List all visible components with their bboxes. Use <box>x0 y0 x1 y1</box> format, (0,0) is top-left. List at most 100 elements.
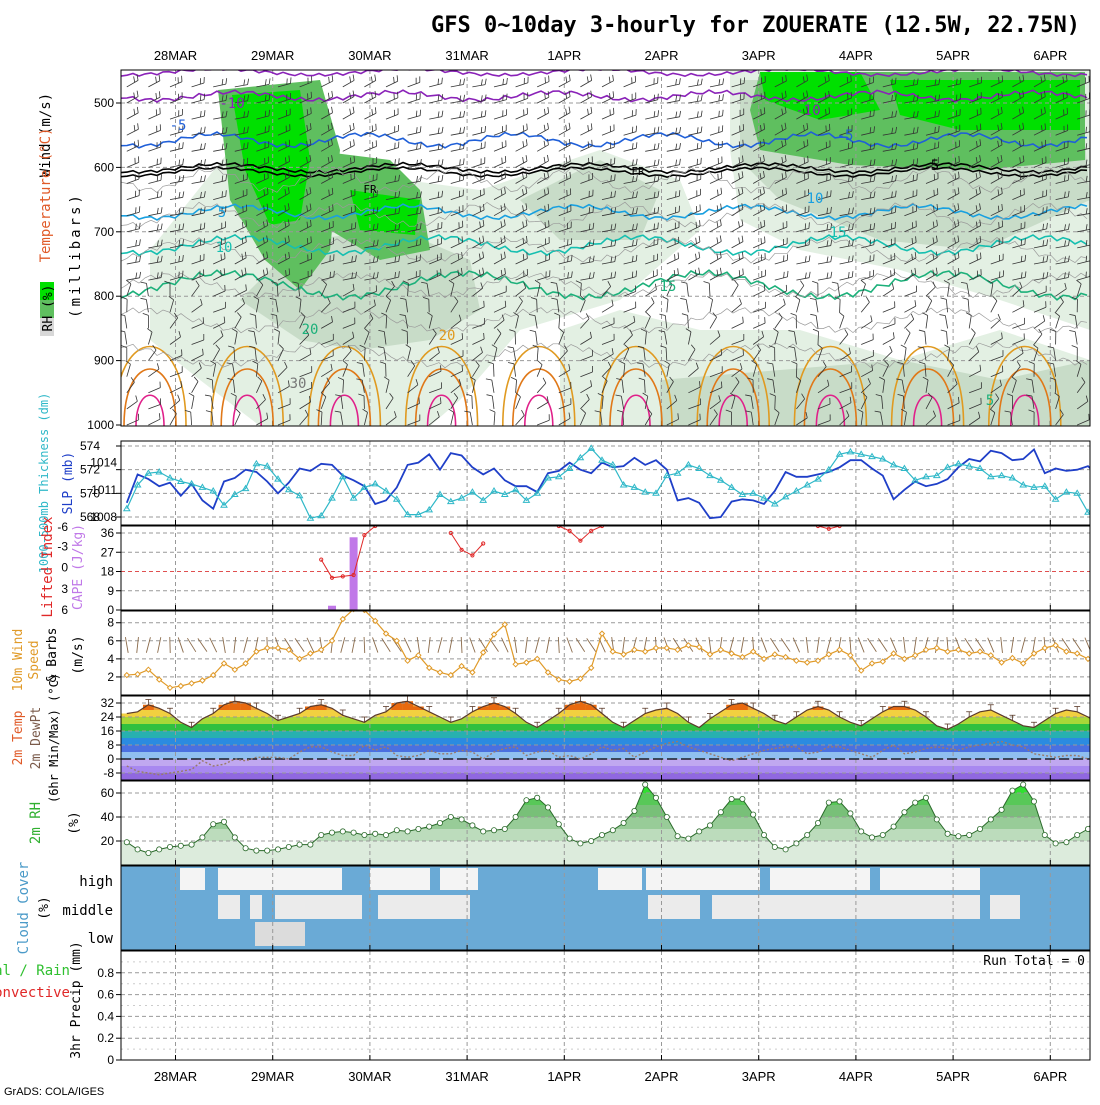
rh-point <box>675 834 680 839</box>
wind-barb-flag <box>157 208 158 214</box>
temp-axis-label-2: 2m DewPt <box>29 707 44 770</box>
wind-barb <box>602 124 614 135</box>
wind-barb <box>818 256 832 264</box>
temperature-color-band <box>121 745 1090 752</box>
wind-barb-shaft <box>321 81 333 87</box>
wind-barb-shaft <box>364 97 375 103</box>
wind-barb-flag <box>676 79 677 85</box>
contour-label: 10 <box>216 240 233 256</box>
rh-point <box>1031 799 1036 804</box>
wind-speed-point <box>956 647 961 652</box>
wind-barb-10m <box>501 638 508 653</box>
wind-barb-shaft <box>148 350 156 361</box>
contour-label: FR <box>363 183 377 196</box>
rh-point <box>891 824 896 829</box>
wind-barb <box>213 78 226 87</box>
rh-point <box>956 834 961 839</box>
rh-point <box>664 814 669 819</box>
wind-barb-flag <box>719 95 720 101</box>
wind-barb-10m <box>914 637 916 653</box>
cloud-axis-label-1: Cloud Cover <box>16 862 32 955</box>
wind-barb-flag <box>675 254 676 260</box>
wind-barb-flag <box>484 333 485 339</box>
wind-barb <box>732 219 743 231</box>
rh-point <box>221 819 226 824</box>
wind-barb-flag <box>183 142 184 148</box>
wind-barb-flag <box>523 254 524 260</box>
wind-barb-shaft <box>710 317 717 328</box>
wind-barb-10m <box>352 637 355 653</box>
wind-barb-10m <box>158 637 161 653</box>
wind-barb <box>472 142 485 152</box>
wind-barb-shaft <box>429 117 442 120</box>
wind-barb <box>710 94 723 103</box>
rh-point <box>999 807 1004 812</box>
wind-barb-flag <box>791 313 797 315</box>
rh-point <box>308 842 313 847</box>
wind-barb <box>710 252 721 264</box>
wind-barb <box>602 108 614 119</box>
wind-barb-flag <box>866 297 869 302</box>
wind-barb-flag <box>438 128 439 134</box>
wind-barb-shaft <box>796 300 799 313</box>
wind-barb <box>796 272 810 280</box>
date-label-bottom: 5APR <box>936 1069 970 1084</box>
wind-barb-flag <box>354 139 355 145</box>
wind-barb-shaft <box>688 164 700 168</box>
date-label-bottom: 30MAR <box>348 1069 391 1084</box>
wind-barb-shaft <box>472 396 473 409</box>
cloud-cell-high <box>646 868 760 890</box>
y-tick-label: 27 <box>101 545 115 559</box>
wind-barb <box>170 142 183 151</box>
wind-barb <box>127 396 138 409</box>
wind-barb-flag <box>959 156 960 162</box>
wind-speed-point <box>967 651 972 656</box>
wind-barb-shaft <box>1034 321 1045 328</box>
wind-barb-shaft <box>148 147 160 151</box>
wind-barb <box>753 270 765 280</box>
wind-barb <box>119 314 127 328</box>
wind-speed-point <box>978 649 983 654</box>
wind-barb <box>645 297 654 312</box>
wind-barb-flag <box>939 315 945 316</box>
wind-barb-flag <box>159 413 160 419</box>
wind-barb-flag <box>246 220 247 226</box>
wind-barb-flag <box>588 109 589 115</box>
wind-barb <box>537 378 546 393</box>
wind-barb-10m <box>1098 637 1100 653</box>
wind-barb <box>472 126 485 135</box>
wind-barb-flag <box>353 75 354 81</box>
wind-barb-shaft <box>840 299 841 312</box>
wind-barb-flag <box>442 94 443 100</box>
wind-barb-flag <box>438 95 439 101</box>
wind-barb-flag <box>636 159 637 165</box>
wind-barb-shaft <box>602 306 613 313</box>
wind-barb-flag <box>485 95 486 101</box>
wind-barb-shaft <box>516 145 528 151</box>
wind-barb-flag <box>269 110 270 116</box>
wind-barb <box>148 108 160 119</box>
rh-point <box>1075 832 1080 837</box>
rh-point <box>373 831 378 836</box>
wind-barb-flag <box>353 107 354 113</box>
wind-barb-shaft <box>494 412 495 425</box>
wind-barb <box>1050 329 1056 344</box>
y-tick-label-li: -3 <box>57 539 68 553</box>
rh-point <box>880 832 885 837</box>
wind-barb <box>537 396 548 409</box>
contour-label: -5 <box>837 128 854 144</box>
wind-barb-flag <box>804 158 805 164</box>
wind-barb-shaft <box>127 146 139 152</box>
wind-barb-flag <box>831 272 832 278</box>
rh-point <box>232 835 237 840</box>
wind-barb-10m <box>125 637 128 653</box>
y-tick-label: 36 <box>101 526 115 540</box>
wind-barb <box>710 188 722 200</box>
wind-barb <box>688 127 702 136</box>
wind-barb-flag <box>812 281 818 283</box>
wind-barb <box>170 191 184 199</box>
wind-barb-shaft <box>948 283 950 296</box>
wind-barb-shaft <box>537 348 538 361</box>
wind-barb <box>645 77 658 87</box>
wind-barb-10m <box>373 637 378 652</box>
